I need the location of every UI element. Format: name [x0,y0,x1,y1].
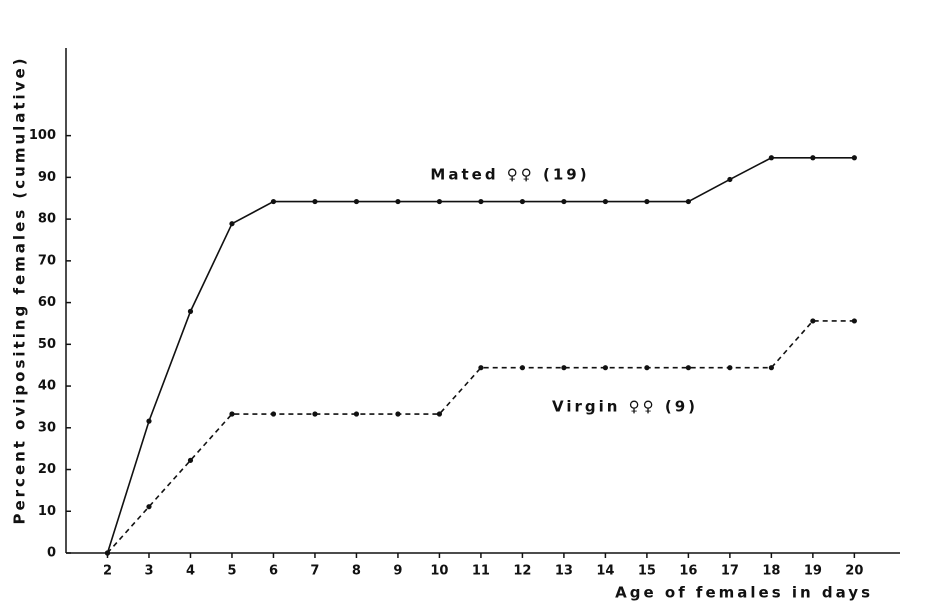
point [353,411,360,417]
point [270,198,277,205]
x-tick-label: 20 [845,564,863,579]
x-tick-label: 6 [269,564,278,579]
point [395,198,401,205]
point [810,318,816,324]
point [312,411,318,417]
point [187,457,194,463]
point [187,308,194,314]
point [478,365,484,371]
x-tick-label: 16 [679,564,697,579]
point [104,550,111,556]
point [851,318,857,324]
point [478,198,484,205]
point [519,365,526,371]
point [685,365,691,371]
x-tick-label: 18 [762,564,780,579]
series-label: Virgin ♀♀ (9) [552,398,698,416]
y-axis-title: Percent ovipositing females (cumulative) [11,55,29,524]
x-tick-label: 15 [638,564,656,579]
point [561,198,567,205]
point [810,155,816,161]
point [436,198,443,205]
x-tick-label: 4 [186,564,195,579]
point [644,198,650,205]
y-tick-label: 70 [38,253,56,268]
point [768,155,774,161]
point [685,198,691,205]
y-tick-label: 0 [47,546,56,561]
point [644,365,650,371]
x-tick-label: 7 [310,564,319,579]
x-tick-label: 2 [103,564,112,579]
point [727,176,733,183]
y-tick-label: 80 [38,212,56,227]
point [768,365,774,371]
point [561,365,567,371]
x-tick-label: 9 [393,564,402,579]
point [312,198,318,205]
y-tick-label: 40 [38,379,56,394]
point [229,411,235,417]
x-tick-label: 13 [555,564,573,579]
point [146,504,152,510]
x-tick-label: 5 [227,564,236,579]
series-line [106,156,855,554]
point [519,198,526,205]
point [353,198,360,205]
x-axis-title: Age of females in days [615,584,873,602]
point [851,155,857,161]
y-tick-label: 10 [38,504,56,519]
series-label: Mated ♀♀ (19) [430,166,589,184]
x-tick-label: 8 [352,564,361,579]
point [270,411,277,417]
x-tick-label: 19 [804,564,822,579]
y-tick-label: 100 [29,128,56,143]
point [395,411,401,417]
y-tick-label: 90 [38,170,56,185]
point [146,418,152,424]
x-tick-label: 3 [144,564,153,579]
y-tick-label: 50 [38,337,56,352]
point [229,221,235,227]
x-tick-label: 12 [513,564,531,579]
x-tick-label: 11 [472,564,490,579]
x-tick-label: 10 [430,564,448,579]
y-tick-label: 60 [38,295,56,310]
point [727,365,733,371]
y-tick-label: 30 [38,420,56,435]
point [602,198,609,205]
x-tick-label: 14 [596,564,614,579]
point [436,411,443,417]
point [602,365,609,371]
series-line [106,320,855,554]
x-tick-label: 17 [721,564,739,579]
y-tick-label: 20 [38,462,56,477]
